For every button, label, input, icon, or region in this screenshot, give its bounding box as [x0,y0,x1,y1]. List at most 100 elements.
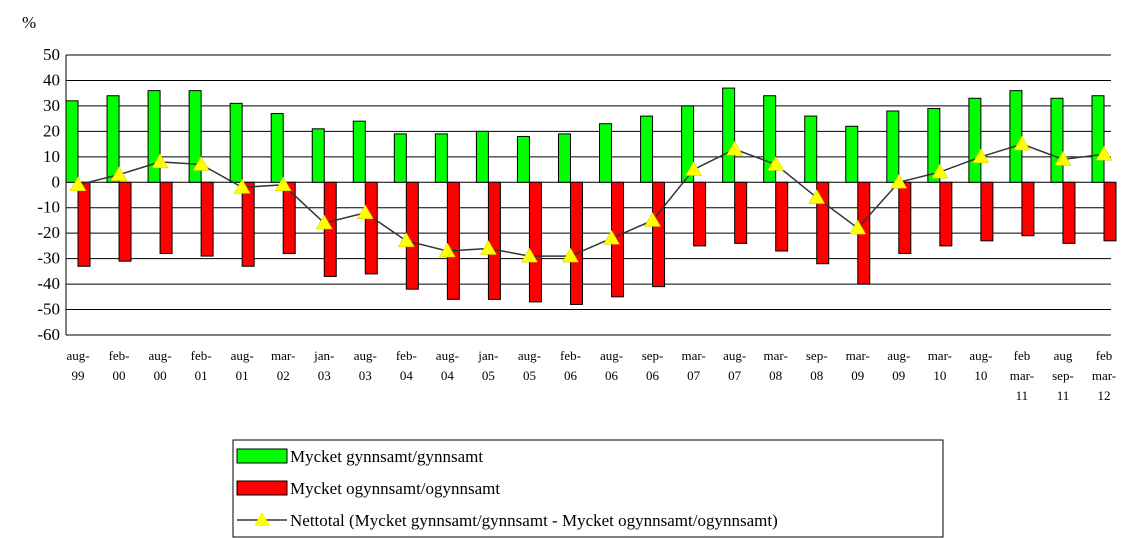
marker [69,176,87,192]
bar [147,90,161,183]
marker [233,178,251,194]
marker [849,219,867,235]
x-tick-label: mar-07 [681,348,705,383]
y-tick-label: -10 [37,198,60,217]
marker [521,247,538,263]
bar [652,181,666,288]
legend-box [232,439,944,538]
marker [1095,145,1113,161]
marker [1013,135,1031,151]
bar [241,181,255,267]
x-tick-label: jan-03 [313,348,334,383]
bar [1103,181,1117,242]
x-tick-label: aug-01 [231,348,254,383]
bar [516,135,530,183]
marker [931,163,949,179]
y-tick-label: 20 [43,121,60,140]
x-tick-label: aug-09 [887,348,910,383]
bar [1009,90,1023,183]
legend-swatch [236,448,288,464]
bar [599,123,613,183]
y-tick-label: -40 [37,274,60,293]
bar [106,95,120,183]
marker [890,173,908,189]
bar [188,90,202,183]
marker [767,155,785,171]
y-tick-label: 0 [52,172,61,191]
x-tick-label: feb mar-12 [1092,348,1116,403]
y-tick-label: 30 [43,96,60,115]
bar [311,128,325,183]
bar [640,115,654,183]
bar [968,97,982,183]
x-tick-label: aug-04 [436,348,459,383]
bar [364,181,378,275]
legend-swatch [236,480,288,496]
x-tick-label: feb-06 [560,348,581,383]
bar [804,115,818,183]
bar [393,133,407,183]
marker [685,161,703,176]
y-tick-label: -50 [37,300,60,319]
x-tick-label: aug-06 [600,348,623,383]
y-axis-label: % [22,13,36,32]
bar [118,181,132,262]
x-tick-label: mar-02 [271,348,295,383]
marker [1054,150,1072,166]
bar [487,181,501,300]
marker [726,140,744,156]
bar [898,181,912,255]
marker [972,148,990,164]
bar [528,181,542,303]
marker [356,204,374,220]
bar [200,181,214,257]
bar [282,181,296,255]
marker [808,189,826,204]
marker [479,239,497,255]
x-tick-label: aug-10 [969,348,992,383]
y-tick-label: 50 [43,45,60,64]
bar [557,133,571,183]
x-tick-label: aug sep-11 [1052,348,1074,403]
bar [845,125,859,183]
y-tick-label: -60 [37,325,60,344]
marker [644,211,661,227]
marker [397,232,415,248]
bar [1021,181,1035,237]
bar [77,181,91,267]
y-tick-label: 10 [43,147,60,166]
marker [603,229,620,245]
y-tick-label: -30 [37,249,60,268]
y-tick-label: 40 [43,70,60,89]
bar [352,120,366,183]
bar [270,113,284,183]
x-tick-label: aug-00 [149,348,172,383]
legend-label: Mycket ogynnsamt/ogynnsamt [290,479,500,498]
y-tick-label: -20 [37,223,60,242]
x-tick-label: sep-06 [642,348,664,383]
bar [939,181,953,247]
x-tick-label: feb-00 [109,348,130,383]
x-tick-label: aug-03 [354,348,377,383]
marker [438,242,456,258]
x-tick-label: sep-08 [806,348,828,383]
bar [734,181,748,244]
bar [446,181,460,300]
bar [693,181,707,247]
marker [562,247,579,263]
x-tick-label: mar-10 [928,348,952,383]
x-tick-label: aug-99 [66,348,89,383]
bar [65,100,79,183]
bar [722,87,736,183]
legend-label: Nettotal (Mycket gynnsamt/gynnsamt - Myc… [290,511,778,530]
net-line [77,143,1105,257]
x-tick-label: aug-05 [518,348,541,383]
x-tick-label: feb mar-11 [1010,348,1034,403]
bar [229,102,243,183]
x-tick-label: feb-01 [191,348,212,383]
marker [110,166,128,181]
marker [151,153,169,169]
bar [159,181,173,255]
x-tick-label: aug-07 [723,348,746,383]
